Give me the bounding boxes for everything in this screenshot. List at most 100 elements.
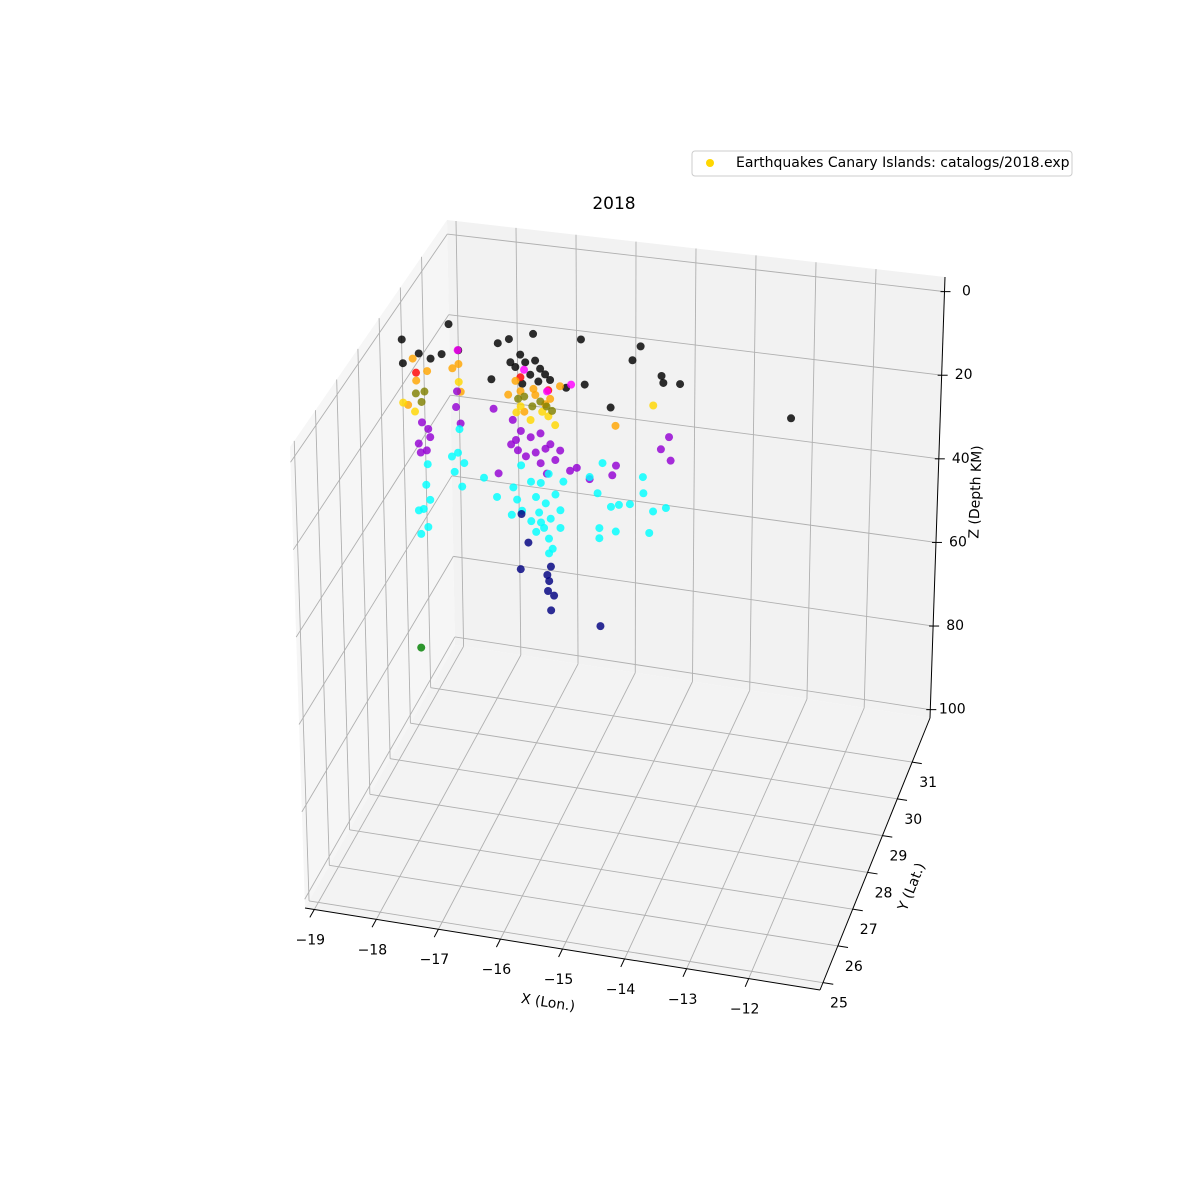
data-point bbox=[535, 508, 544, 517]
x-tick-label: −15 bbox=[544, 972, 574, 988]
data-point bbox=[566, 466, 575, 475]
data-point bbox=[536, 459, 545, 468]
data-point bbox=[649, 401, 658, 410]
y-tick bbox=[852, 908, 863, 912]
grid-line bbox=[634, 241, 637, 673]
data-point bbox=[649, 507, 658, 516]
y-tick-label: 29 bbox=[890, 849, 908, 865]
grid-line bbox=[329, 864, 838, 947]
legend-marker bbox=[706, 159, 714, 167]
data-point bbox=[656, 445, 665, 454]
grid-line bbox=[295, 394, 451, 638]
y-tick-label: 25 bbox=[830, 996, 848, 1012]
x-tick bbox=[620, 958, 626, 968]
data-point bbox=[517, 461, 526, 470]
x-tick-label: −12 bbox=[730, 1002, 760, 1018]
data-point bbox=[460, 459, 469, 468]
data-point bbox=[493, 492, 502, 501]
data-point bbox=[596, 622, 605, 631]
data-point bbox=[511, 363, 520, 372]
data-point bbox=[513, 446, 522, 455]
x-axis-label: X (Lon.) bbox=[520, 991, 576, 1015]
chart-title: 2018 bbox=[592, 194, 635, 214]
grid-line bbox=[806, 262, 817, 700]
grid-line bbox=[292, 314, 450, 550]
data-point bbox=[608, 471, 617, 480]
data-point bbox=[625, 500, 634, 509]
data-point bbox=[508, 415, 517, 424]
grid-line bbox=[313, 646, 464, 910]
data-point bbox=[514, 394, 523, 403]
data-point bbox=[628, 356, 637, 365]
data-point bbox=[412, 376, 421, 385]
x-tick-label: −13 bbox=[668, 992, 698, 1008]
data-point bbox=[534, 377, 543, 386]
data-point bbox=[550, 591, 559, 600]
y-tick-label: 28 bbox=[875, 885, 893, 901]
data-point bbox=[511, 376, 520, 385]
grid-line bbox=[692, 248, 697, 682]
data-point bbox=[536, 429, 545, 438]
data-point bbox=[448, 364, 457, 373]
data-point bbox=[532, 527, 541, 536]
legend-label: Earthquakes Canary Islands: catalogs/201… bbox=[736, 155, 1070, 171]
data-point bbox=[531, 391, 540, 400]
data-point bbox=[455, 425, 464, 434]
data-point bbox=[489, 404, 498, 413]
data-point bbox=[513, 495, 522, 504]
z-axis-label: Z (Depth KM) bbox=[966, 445, 985, 539]
data-point bbox=[551, 456, 560, 465]
grid-line bbox=[336, 379, 351, 830]
y-axis-line bbox=[819, 717, 931, 991]
data-point bbox=[614, 500, 623, 509]
data-point bbox=[531, 493, 540, 502]
grid-line bbox=[863, 269, 877, 708]
grid-line bbox=[624, 690, 751, 960]
grid-line bbox=[375, 654, 522, 920]
grid-line bbox=[454, 636, 931, 711]
y-tick-label: 31 bbox=[919, 775, 937, 791]
data-point bbox=[638, 473, 647, 482]
data-point bbox=[454, 377, 463, 386]
z-tick-label: 20 bbox=[955, 367, 973, 383]
data-point bbox=[657, 371, 666, 380]
x-tick-label: −17 bbox=[420, 952, 450, 968]
data-point bbox=[437, 350, 446, 359]
data-point bbox=[527, 477, 536, 486]
z-tick-label: 80 bbox=[946, 618, 964, 634]
data-point bbox=[544, 586, 553, 595]
data-point bbox=[526, 370, 535, 379]
data-point bbox=[411, 389, 420, 398]
data-point bbox=[423, 460, 432, 469]
z-tick-label: 100 bbox=[939, 702, 966, 718]
data-point bbox=[545, 549, 554, 558]
data-point bbox=[504, 390, 513, 399]
data-point bbox=[417, 529, 426, 538]
back-pane bbox=[447, 220, 945, 718]
grid-line bbox=[293, 440, 310, 901]
z-tick-label: 40 bbox=[952, 451, 970, 467]
data-point bbox=[661, 504, 670, 513]
y-tick bbox=[912, 761, 922, 765]
data-point bbox=[517, 509, 526, 518]
data-point bbox=[452, 403, 461, 412]
data-point bbox=[787, 414, 796, 423]
data-point bbox=[544, 534, 553, 543]
data-point bbox=[480, 473, 489, 482]
grid-line bbox=[315, 410, 330, 866]
data-point bbox=[494, 469, 503, 478]
data-point bbox=[397, 335, 406, 344]
data-point bbox=[537, 518, 546, 527]
data-point bbox=[408, 354, 417, 363]
data-point bbox=[454, 448, 463, 457]
x-tick bbox=[744, 978, 750, 987]
grid-line bbox=[357, 348, 371, 795]
grid-line bbox=[448, 314, 942, 376]
y-tick bbox=[867, 871, 878, 875]
data-point bbox=[527, 517, 536, 526]
x-tick bbox=[433, 929, 439, 938]
y-tick-label: 30 bbox=[904, 812, 922, 828]
legend-box bbox=[691, 150, 1073, 177]
grid-line bbox=[304, 636, 456, 900]
